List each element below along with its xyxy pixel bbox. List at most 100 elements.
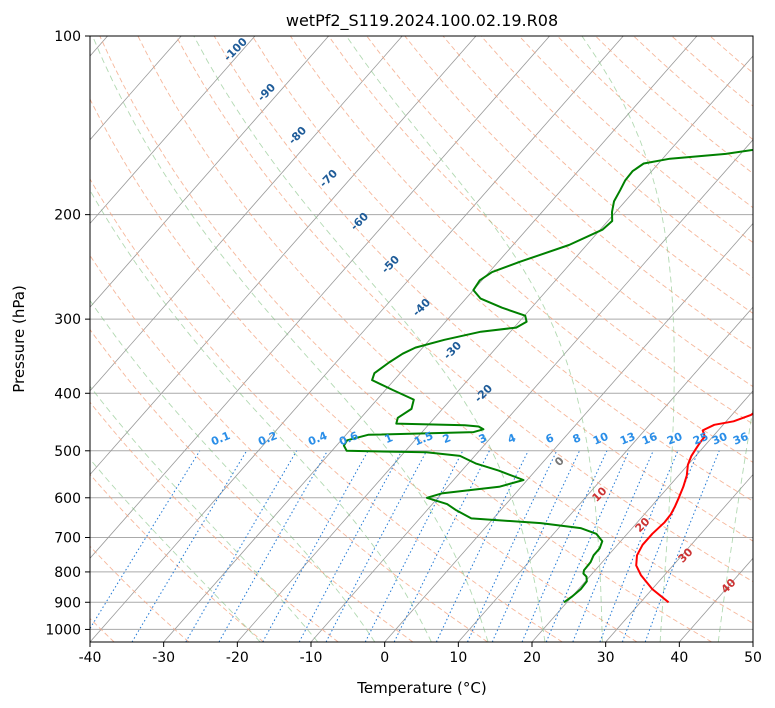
mixing-ratio-line [545,450,630,642]
x-tick-label: -20 [226,650,249,666]
isotherm-line [384,222,753,642]
mixing-ratio-line [298,450,403,642]
dry-adiabat-label: -90 [255,81,278,104]
mixing-ratio-label: 0.1 [209,429,232,448]
isotherm-line [90,36,624,642]
dry-adiabat-line [90,328,414,642]
isotherm-line [458,306,753,642]
y-tick-label: 500 [54,444,81,460]
moist-adiabat-line [90,299,376,642]
mixing-ratio-line [521,450,608,642]
mixing-ratio-line [644,450,720,642]
x-axis-label: Temperature (°C) [356,679,486,697]
y-tick-label: 900 [54,595,81,611]
isotherm-line [605,473,753,642]
isotherm-line [531,390,753,642]
dry-adiabat-line [175,36,753,583]
x-tick-label: 20 [523,650,541,666]
mixing-ratio-line [90,450,201,630]
mixing-ratio-label: 30 [710,430,729,448]
mixing-ratio-line [467,450,558,642]
mixing-ratio-label: 0.6 [337,429,360,448]
chart-title: wetPf2_S119.2024.100.02.19.R08 [286,11,558,31]
mixing-ratio-label: 36 [731,430,750,448]
dry-adiabat-label: -50 [379,253,402,276]
dry-adiabat-line [442,36,753,314]
dry-adiabat-label: -30 [441,339,464,362]
mixing-ratio-label: 25 [691,430,710,448]
x-tick-label: 10 [449,650,467,666]
moist-adiabat-line [345,36,603,642]
isotherm-line [679,557,753,642]
isotherm-line [90,36,182,141]
mixing-ratio-label: 3 [477,431,489,446]
isotherm-line [163,36,698,642]
y-tick-label: 800 [54,565,81,581]
mixing-ratio-line [218,450,328,642]
dry-adiabat-label: -60 [348,210,371,233]
y-tick-label: 700 [54,531,81,547]
isotherm-line [90,36,550,559]
y-tick-label: 100 [54,29,81,45]
background-lines [90,36,753,642]
y-tick-label: 400 [54,386,81,402]
dry-adiabat-line [90,401,339,642]
mixing-ratio-label: 10 [591,430,610,448]
dry-adiabat-line [633,36,753,141]
dry-adiabat-line [404,36,753,351]
x-tick-label: 50 [744,650,762,666]
moist-adiabat-line [90,189,432,642]
profiles [342,148,753,604]
x-tick-label: -10 [300,650,323,666]
dry-adiabat-label: -70 [317,167,340,190]
axis-ticks: -40 -30 -20 -10 0 10 20 30 40 5010009008007006005… [45,29,762,666]
dry-adiabat-label: -80 [286,124,309,147]
dry-adiabat-label: -100 [221,35,250,64]
y-tick-label: 600 [54,491,81,507]
moist-adiabat-line [90,458,261,642]
mixing-ratio-line [621,450,699,642]
mixing-ratio-label: 1.5 [412,429,435,448]
mixing-ratio-line [572,450,654,642]
dry-adiabat-line [137,36,753,624]
x-tick-label: 40 [670,650,688,666]
mixing-ratio-line [325,450,428,642]
dry-adiabat-line [90,98,638,642]
mixing-ratio-label: 0.4 [306,429,329,448]
dry-adiabat-line [90,254,488,642]
dry-adiabat-label: 40 [719,576,739,596]
isotherm-line [237,55,753,642]
mixing-ratio-label: 2 [441,431,453,446]
moist-adiabat-line [581,36,675,642]
y-axis-label: Pressure (hPa) [10,285,28,393]
temperature-line [635,412,753,604]
y-tick-label: 1000 [45,622,81,638]
dry-adiabat-line [90,178,563,642]
mixing-ratio-label: 20 [665,430,684,448]
moist-adiabat-line [90,385,319,642]
y-tick-label: 200 [54,208,81,224]
dry-adiabat-label: -40 [410,296,433,319]
dry-adiabat-line [90,473,264,642]
isotherm-line [90,36,256,225]
isopleth-labels: -100-90 -80 -70 -60 -50 -40 -30 -20 0 10 20 30 40 0.1… [209,35,750,596]
dewpoint-line [342,148,753,604]
dry-adiabat-label: -20 [472,382,495,405]
mixing-ratio-label: 6 [544,431,556,446]
moist-adiabat-line [193,36,546,642]
mixing-ratio-label: 4 [506,431,518,446]
dry-adiabat-label: 0 [552,454,567,469]
plot-frame [89,35,754,643]
dry-adiabat-line [251,36,753,502]
mixing-ratio-label: 1 [383,431,395,446]
dry-adiabat-line [90,545,190,642]
isotherm-line [90,36,403,392]
mixing-ratio-line [491,450,580,642]
mixing-ratio-label: 8 [571,431,583,446]
x-tick-label: -30 [152,650,175,666]
mixing-ratio-line [393,450,490,642]
dry-adiabat-line [99,36,712,642]
dry-adiabat-line [709,36,753,74]
mixing-ratio-line [599,450,679,642]
